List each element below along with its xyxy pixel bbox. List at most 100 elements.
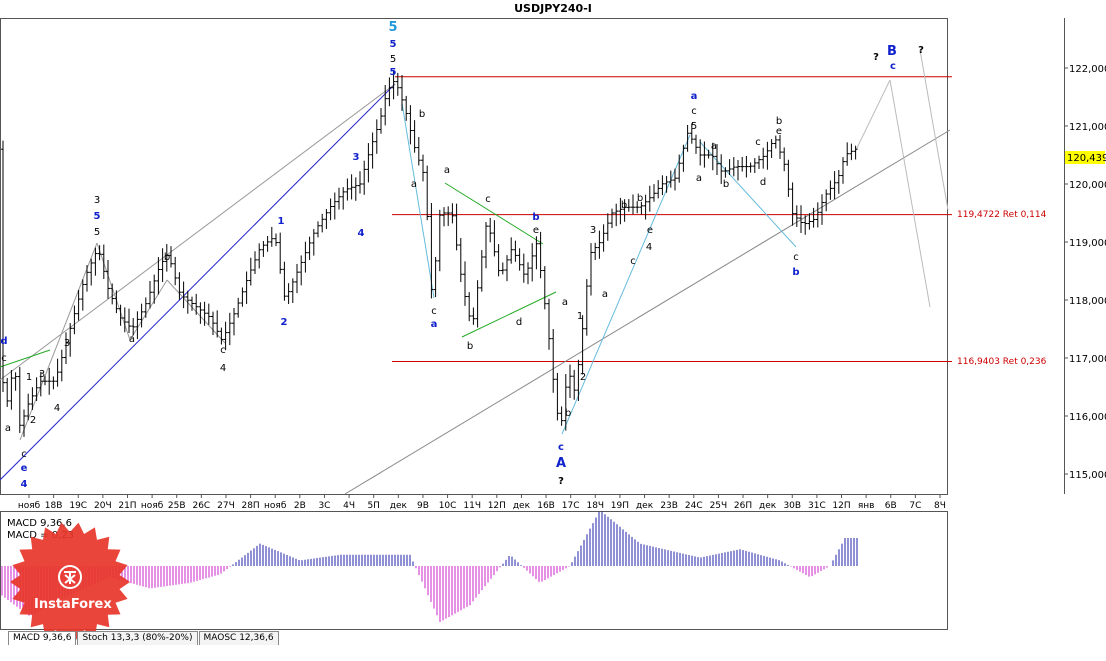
price-tick-label: 115,000 [1069,470,1106,481]
wave-label: c [630,256,636,267]
wave-label: 4 [220,363,226,374]
projection-alt [919,49,949,211]
price-tick-label: 116,000 [1069,412,1106,423]
wave-label: ? [873,52,879,63]
time-tick-label: 25B [168,501,186,511]
time-tick-label: 17C [562,501,580,511]
wave-label: c [220,345,226,356]
main-panel-frame [0,18,948,495]
wave-label: 2 [580,372,586,383]
time-tick-label: 26П [734,501,752,511]
wave-label: a [411,179,417,190]
time-tick-label: дек [759,501,777,511]
wave-label: a [444,165,450,176]
time-tick-label: 19П [611,501,629,511]
wave-label: e [647,225,653,236]
time-tick-label: 27Ч [217,501,235,511]
time-tick-label: 2B [294,501,306,511]
wave-label: b [164,252,170,263]
wave-label: b [792,267,799,278]
time-tick-label: 7C [909,501,921,511]
price-tick-label: 118,000 [1069,296,1106,307]
price-tick-label: 121,000 [1069,122,1106,133]
wave-label: d [516,317,522,328]
wave-label: ? [558,476,564,487]
wave-label: 5 [388,20,397,35]
time-tick-label: 26C [192,501,210,511]
price-tick-label: 122,000 [1069,64,1106,75]
wave-label: c [485,194,491,205]
wave-label: 4 [358,228,365,239]
wave-label: b [419,109,425,120]
wave-label: 2 [281,317,288,328]
time-tick-label: 21П [118,501,136,511]
time-tick-label: 28П [241,501,259,511]
time-tick-label: 20Ч [94,501,112,511]
wave-label: 5 [390,39,397,50]
time-tick-label: 8Ч [934,501,946,511]
wave-a-line [401,102,435,299]
wave-label: c [558,442,564,453]
wave-label: b [637,193,643,204]
time-tick-label: янв [858,501,875,511]
wave-label: a [602,289,608,300]
wave-label: c [793,252,799,263]
wave-label: a [711,141,717,152]
grey-support-line [344,129,951,495]
wave-label: b [467,341,473,352]
time-tick-label: 18B [45,501,63,511]
time-tick-label: нояб [264,501,287,511]
grey-trend-line [0,83,396,381]
logo-text: InstaForex [34,597,112,612]
time-tick-label: 4Ч [343,501,355,511]
wave-label: c [691,106,697,117]
wave-label: 1 [577,311,583,322]
wave-label: e [533,225,539,236]
wave-label: b [776,116,782,127]
tab-macd[interactable]: MACD 9,36,6 [8,631,77,645]
wave-label: d [0,336,7,347]
wave-label: 5 [390,67,397,78]
wave-label: ? [918,45,924,56]
tab-maosc[interactable]: MAOSC 12,36,6 [198,631,279,645]
time-tick-label: 10C [439,501,457,511]
green-small-line [0,349,51,368]
time-tick-label: дек [390,501,408,511]
wave-label: 4 [21,479,28,490]
tab-stoch[interactable]: Stoch 13,3,3 (80%-20%) [77,631,198,645]
time-tick-label: 6B [885,501,897,511]
time-tick-label: 24C [685,501,703,511]
wave-label: a [5,423,11,434]
wave-label: 4 [54,403,60,414]
time-tick-label: 12П [488,501,506,511]
wave-label: b [565,408,571,419]
time-tick-label: дек [636,501,654,511]
wave-impulse-line [561,134,691,435]
wave-label: e [21,463,28,474]
wave-label: a [562,297,568,308]
ret-level-label-1: 119,4722 Ret 0,114 [957,210,1047,220]
time-tick-label: 16B [537,501,555,511]
blue-channel-line [0,83,396,481]
wave-label: B [887,44,897,59]
wave-label: e [776,126,782,137]
time-tick-label: 19C [69,501,87,511]
wave-label: c [755,137,761,148]
green-triangle-lower [461,291,557,338]
wave-label: b [621,200,627,211]
wave-label: c [1,353,7,364]
price-tick-label: 117,000 [1069,354,1106,365]
wave-label: 5 [94,211,101,222]
macd-panel-frame [0,511,948,630]
wave-label: 4 [646,242,652,253]
projection-up [854,79,891,153]
time-tick-label: 9B [417,501,429,511]
wave-bc-line [699,141,797,248]
wave-label: 3 [64,338,70,349]
time-tick-label: 3C [318,501,330,511]
wave-label: a [129,334,135,345]
macd-label-params: MACD 9,36,6 [7,518,72,529]
price-tick-label: 120,000 [1069,180,1106,191]
wave-label: a [696,173,702,184]
